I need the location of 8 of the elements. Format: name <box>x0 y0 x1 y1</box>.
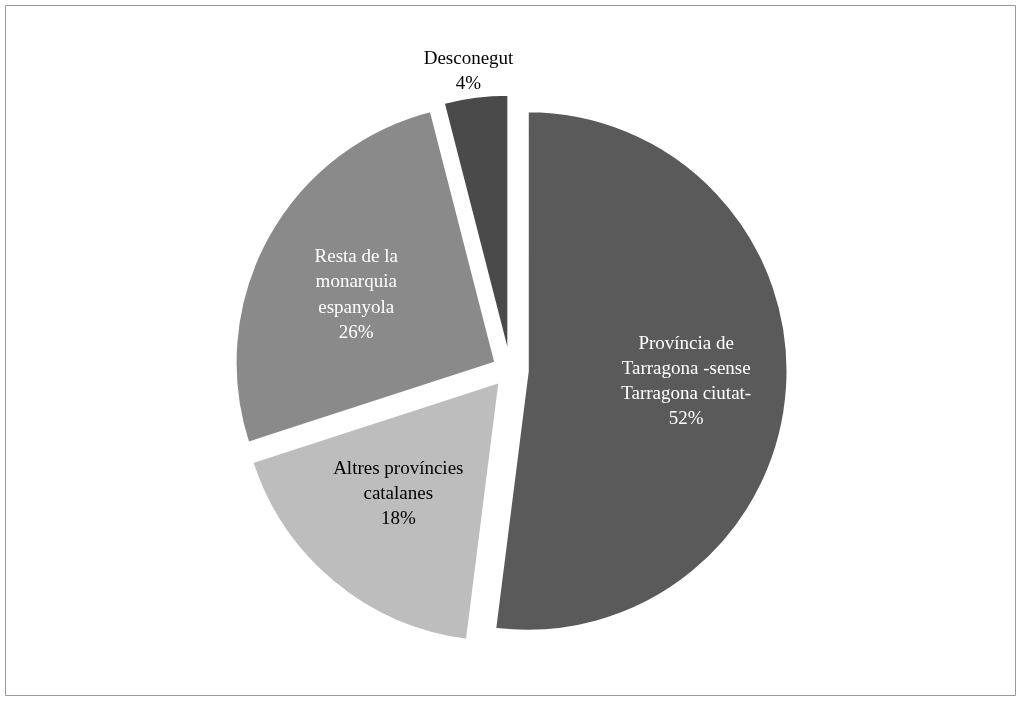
slice-label: Altres províncies catalanes <box>333 456 464 503</box>
data-label: 52% <box>668 407 704 429</box>
data-label: 26% <box>338 320 374 342</box>
data-label: 4% <box>455 72 482 94</box>
slice-label: Província de Tarragona -sense Tarragona ciutat- <box>621 331 752 404</box>
slice-label: Desconegut <box>423 47 515 69</box>
data-label: 18% <box>380 507 416 529</box>
slice-label: Resta de la monarquia espanyola <box>314 245 399 317</box>
